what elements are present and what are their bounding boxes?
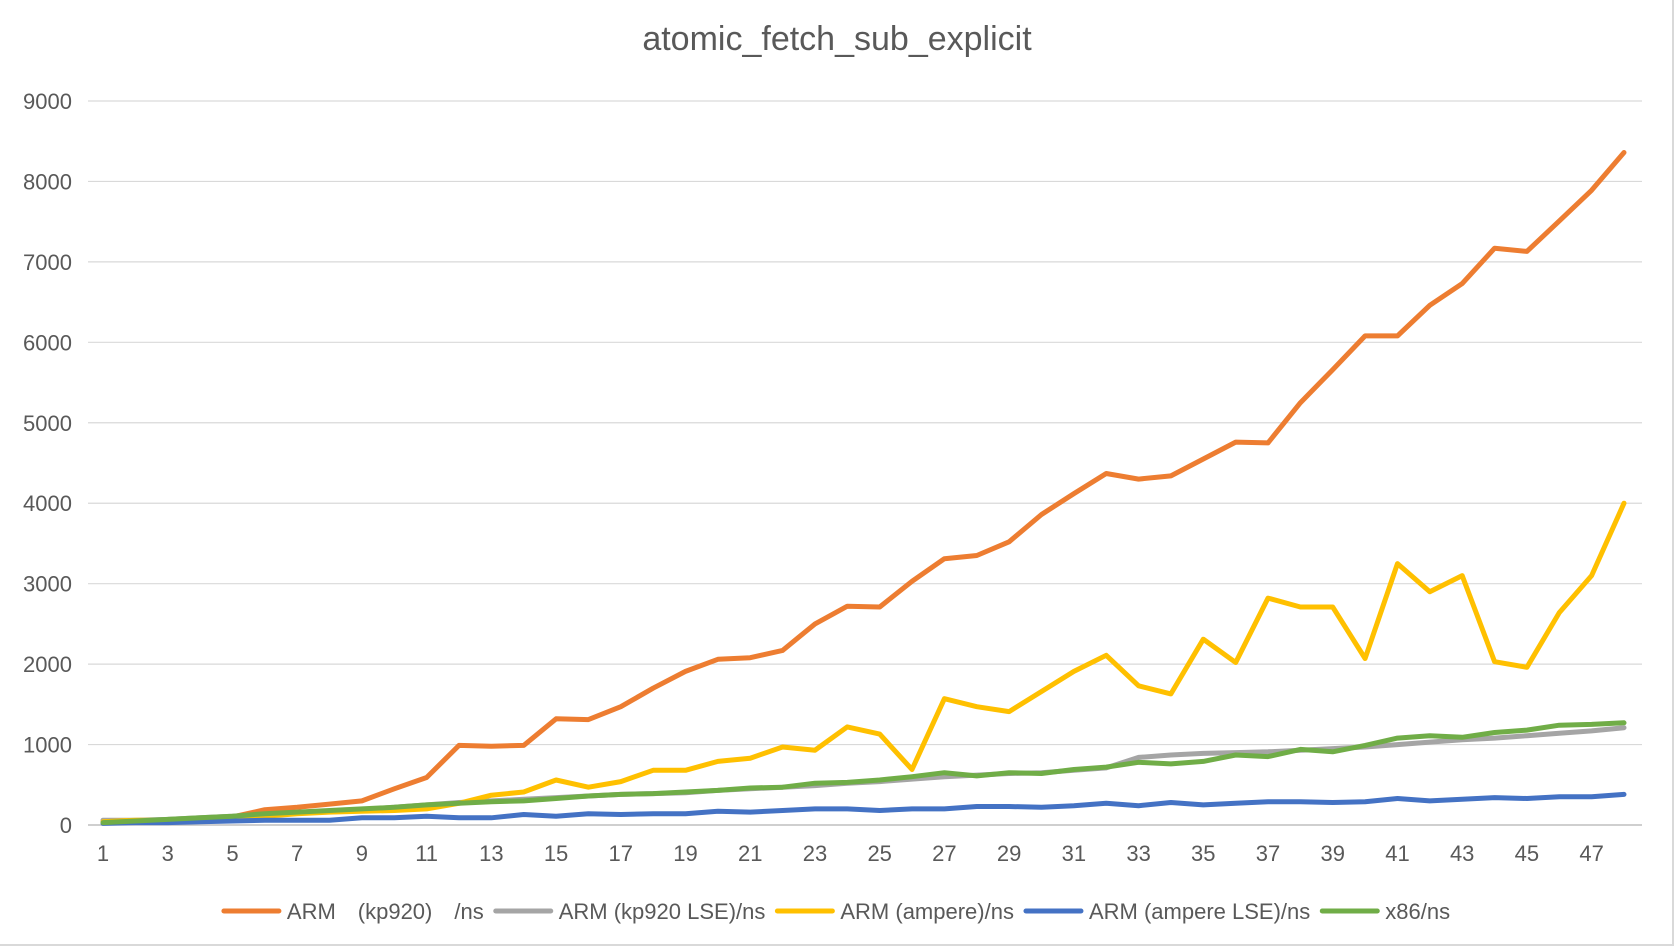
y-tick-label: 4000 (23, 491, 72, 516)
x-tick-label: 35 (1191, 841, 1215, 866)
x-tick-label: 7 (291, 841, 303, 866)
x-tick-label: 33 (1126, 841, 1150, 866)
x-tick-label: 17 (609, 841, 633, 866)
x-tick-label: 23 (803, 841, 827, 866)
legend-label-4: ARM (ampere LSE)/ns (1089, 899, 1310, 924)
x-tick-label: 31 (1062, 841, 1086, 866)
x-tick-label: 9 (356, 841, 368, 866)
y-tick-label: 9000 (23, 89, 72, 114)
y-tick-label: 2000 (23, 652, 72, 677)
x-tick-label: 41 (1385, 841, 1409, 866)
legend-label-1: ARM (kp920) /ns (287, 899, 484, 924)
chart-title: atomic_fetch_sub_explicit (642, 20, 1032, 58)
x-tick-label: 45 (1515, 841, 1539, 866)
legend-label-2: ARM (kp920 LSE)/ns (559, 899, 766, 924)
y-tick-label: 7000 (23, 250, 72, 275)
series-line-4 (100, 791, 1627, 826)
series-line-1 (100, 150, 1627, 826)
y-tick-label: 3000 (23, 572, 72, 597)
x-tick-label: 43 (1450, 841, 1474, 866)
y-tick-label: 1000 (23, 733, 72, 758)
y-tick-label: 6000 (23, 330, 72, 355)
grid-layer (88, 100, 1642, 826)
x-tick-label: 29 (997, 841, 1021, 866)
legend-label-3: ARM (ampere)/ns (840, 899, 1014, 924)
x-axis-ticks: 1 3 5 7 9 11 13 15 17 19 21 23 25 27 29 31 33 35 37 39 41 43 4… (97, 841, 1604, 866)
y-tick-label: 0 (60, 813, 72, 838)
x-tick-label: 15 (544, 841, 568, 866)
x-tick-label: 13 (479, 841, 503, 866)
x-tick-label: 3 (162, 841, 174, 866)
x-tick-label: 39 (1321, 841, 1345, 866)
legend: ARM (kp920) /ns ARM (kp920 LSE)/ns ARM (am… (221, 899, 1450, 924)
x-tick-label: 1 (97, 841, 109, 866)
x-tick-label: 19 (673, 841, 697, 866)
x-tick-label: 5 (226, 841, 238, 866)
x-tick-label: 11 (415, 841, 438, 866)
x-tick-label: 37 (1256, 841, 1280, 866)
y-tick-label: 8000 (23, 169, 72, 194)
legend-label-5: x86/ns (1385, 899, 1450, 924)
series-line-5 (100, 720, 1627, 826)
x-tick-label: 47 (1579, 841, 1603, 866)
series-layer (100, 150, 1627, 826)
x-tick-label: 21 (738, 841, 762, 866)
x-tick-label: 25 (867, 841, 891, 866)
x-tick-label: 27 (932, 841, 956, 866)
y-axis-ticks: 0 1000 2000 3000 4000 5000 6000 7000 8000 9000 (23, 89, 72, 838)
series-line-3 (100, 500, 1627, 825)
y-tick-label: 5000 (23, 411, 72, 436)
